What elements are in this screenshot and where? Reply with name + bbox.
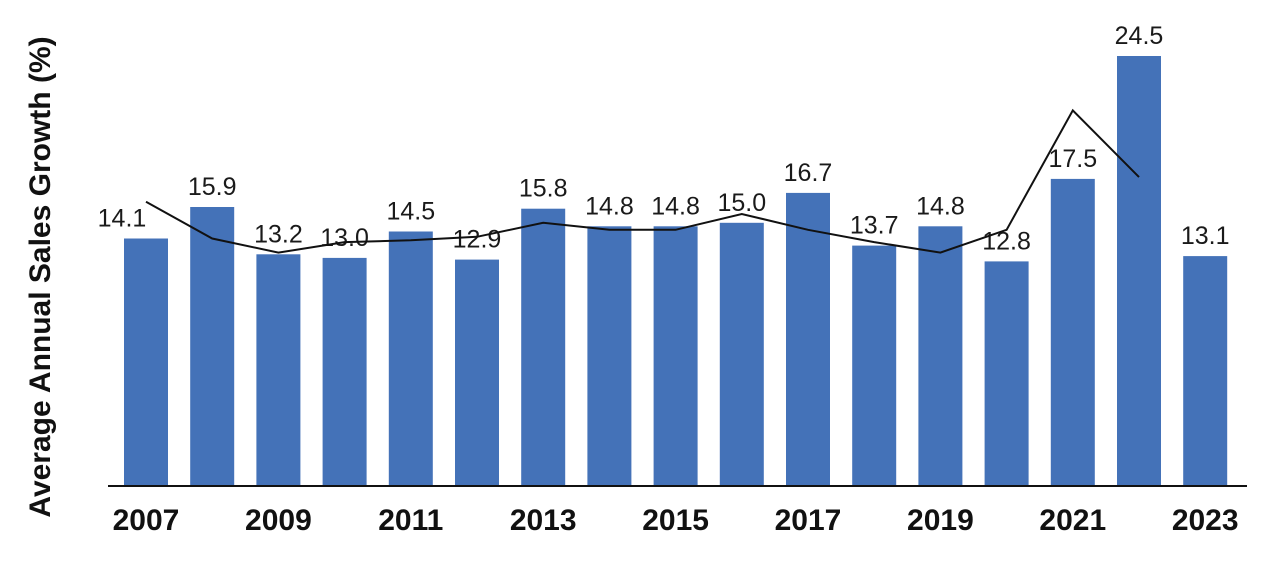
value-label-2021: 17.5 [1048, 145, 1097, 173]
bar-2012 [455, 259, 499, 486]
value-label-2018: 13.7 [850, 212, 899, 240]
x-tick-labels-group: 2007 2009 2011 2013 2015 2017 2019 2021 2023 [113, 504, 1239, 537]
bar-2022 [1117, 56, 1161, 486]
bars-group [124, 56, 1228, 487]
x-tick-2015: 2015 [642, 504, 709, 537]
x-tick-2013: 2013 [510, 504, 577, 537]
x-tick-2011: 2011 [378, 504, 443, 537]
bar-2007 [124, 238, 168, 486]
value-label-2022: 24.5 [1115, 22, 1164, 50]
value-label-2020: 12.8 [982, 227, 1031, 255]
bar-2017 [786, 192, 830, 486]
bar-2014 [587, 226, 632, 487]
bar-2019 [918, 226, 963, 487]
bar-2009 [256, 254, 301, 486]
value-label-2009: 13.2 [254, 220, 303, 248]
value-label-2017: 16.7 [784, 159, 833, 187]
value-label-2019: 14.8 [916, 192, 965, 220]
x-tick-2021: 2021 [1039, 504, 1106, 537]
x-tick-2017: 2017 [775, 504, 842, 537]
bar-2013 [521, 208, 566, 486]
bar-2020 [984, 261, 1029, 486]
value-label-2010: 13.0 [320, 224, 369, 252]
value-label-2023: 13.1 [1181, 222, 1230, 250]
value-label-2015: 14.8 [651, 192, 700, 220]
trend-line [145, 108, 1140, 254]
bar-2011 [388, 231, 433, 486]
bar-2021 [1050, 178, 1095, 486]
value-label-2008: 15.9 [188, 173, 237, 201]
value-label-2011: 14.5 [386, 198, 435, 226]
value-label-2007: 14.1 [98, 205, 147, 233]
value-label-2012: 12.9 [453, 226, 502, 254]
bar-2010 [322, 257, 367, 486]
bar-2023 [1183, 256, 1228, 486]
value-labels-group: 14.1 15.9 13.2 13.0 14.5 12.9 15.8 14.8 14.8 15.0… [98, 22, 1230, 255]
bar-2008 [190, 207, 235, 486]
bar-2015 [653, 226, 698, 487]
value-label-2014: 14.8 [585, 192, 634, 220]
x-tick-2009: 2009 [245, 504, 312, 537]
x-tick-2019: 2019 [907, 504, 974, 537]
value-label-2016: 15.0 [717, 189, 766, 217]
value-label-2013: 15.8 [519, 175, 568, 203]
x-tick-2007: 2007 [113, 504, 180, 537]
bar-2018 [852, 245, 897, 486]
bar-2016 [719, 222, 764, 487]
x-tick-2023: 2023 [1172, 504, 1239, 537]
y-axis-title: Average Annual Sales Growth (%) [24, 36, 57, 517]
